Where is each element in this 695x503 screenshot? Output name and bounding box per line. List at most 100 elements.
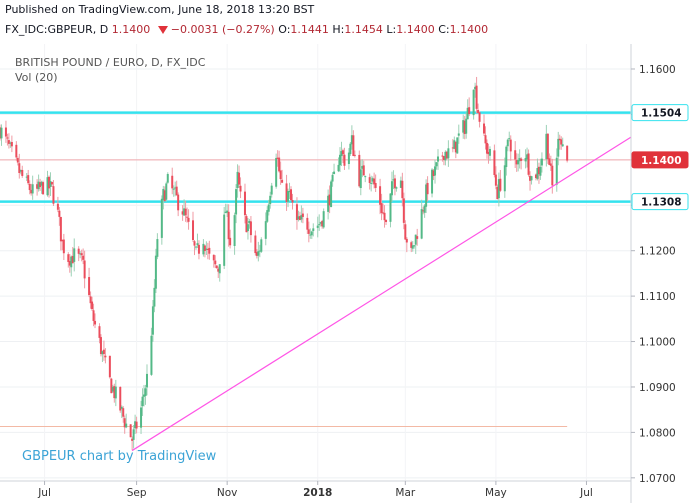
candle-body[interactable]: [68, 260, 71, 266]
candle-body[interactable]: [229, 237, 232, 246]
candle-body[interactable]: [487, 151, 490, 155]
candle-body[interactable]: [104, 355, 107, 358]
candle-body[interactable]: [457, 133, 460, 136]
candle-body[interactable]: [278, 157, 281, 172]
candle-body[interactable]: [399, 180, 402, 188]
candle-body[interactable]: [318, 224, 321, 226]
candle-body[interactable]: [524, 157, 527, 162]
candle-body[interactable]: [472, 89, 475, 116]
candle-body[interactable]: [18, 163, 21, 174]
candle-body[interactable]: [166, 174, 169, 183]
candle-body[interactable]: [288, 190, 291, 193]
candle-body[interactable]: [71, 255, 74, 264]
candle-body[interactable]: [401, 180, 404, 199]
candle-body[interactable]: [202, 243, 205, 255]
candle-body[interactable]: [352, 135, 355, 157]
candle-body[interactable]: [300, 215, 303, 220]
candle-body[interactable]: [488, 149, 491, 156]
candle-body[interactable]: [506, 139, 509, 147]
candle-body[interactable]: [539, 166, 542, 176]
candle-body[interactable]: [333, 171, 336, 175]
support-trendline[interactable]: [131, 136, 632, 452]
candle-body[interactable]: [321, 220, 324, 227]
candle-body[interactable]: [108, 355, 111, 378]
candle-body[interactable]: [545, 133, 548, 160]
candle-body[interactable]: [37, 181, 40, 190]
candle-body[interactable]: [15, 144, 18, 158]
candle-body[interactable]: [404, 224, 407, 240]
candle-body[interactable]: [113, 386, 116, 399]
candle-body[interactable]: [172, 188, 175, 190]
candle-body[interactable]: [40, 181, 43, 186]
candle-body[interactable]: [79, 253, 82, 255]
candle-body[interactable]: [73, 248, 76, 262]
candle-body[interactable]: [475, 85, 478, 109]
candle-body[interactable]: [49, 181, 52, 187]
candle-body[interactable]: [402, 198, 405, 223]
candle-body[interactable]: [529, 175, 532, 181]
candle-body[interactable]: [413, 245, 416, 247]
candle-body[interactable]: [410, 242, 413, 248]
candle-body[interactable]: [414, 234, 417, 245]
candle-body[interactable]: [62, 239, 65, 254]
candle-body[interactable]: [122, 408, 125, 417]
candle-body[interactable]: [267, 204, 270, 212]
candle-body[interactable]: [184, 208, 187, 216]
candle-body[interactable]: [306, 217, 309, 230]
candle-body[interactable]: [246, 224, 249, 232]
candle-body[interactable]: [125, 423, 128, 428]
candle-body[interactable]: [435, 162, 438, 167]
candle-body[interactable]: [114, 386, 117, 399]
candle-body[interactable]: [144, 388, 147, 397]
candle-body[interactable]: [194, 246, 197, 248]
candle-body[interactable]: [9, 142, 12, 144]
candle-body[interactable]: [309, 234, 312, 236]
candle-body[interactable]: [462, 120, 465, 133]
candle-body[interactable]: [165, 183, 168, 200]
candle-body[interactable]: [389, 193, 392, 222]
candle-body[interactable]: [466, 107, 469, 120]
candle-body[interactable]: [549, 163, 552, 166]
candle-body[interactable]: [223, 214, 226, 266]
candle-body[interactable]: [266, 210, 269, 222]
candle-body[interactable]: [6, 137, 9, 139]
candle-body[interactable]: [101, 351, 104, 355]
candle-body[interactable]: [468, 107, 471, 115]
candle-body[interactable]: [382, 212, 385, 214]
candle-body[interactable]: [58, 210, 61, 217]
candle-body[interactable]: [484, 135, 487, 144]
candle-body[interactable]: [36, 184, 39, 189]
trendline[interactable]: [131, 136, 632, 452]
candle-body[interactable]: [61, 239, 64, 242]
candle-body[interactable]: [426, 182, 429, 195]
candle-body[interactable]: [111, 386, 114, 392]
candle-body[interactable]: [349, 143, 352, 155]
candle-body[interactable]: [526, 154, 529, 160]
candle-body[interactable]: [19, 169, 22, 172]
candle-body[interactable]: [368, 177, 371, 183]
candle-body[interactable]: [39, 182, 42, 188]
candle-body[interactable]: [551, 165, 554, 186]
candle-body[interactable]: [82, 255, 85, 260]
candle-body[interactable]: [546, 133, 549, 160]
candle-body[interactable]: [47, 176, 50, 189]
candle-body[interactable]: [257, 251, 260, 256]
candle-body[interactable]: [362, 165, 365, 176]
candle-body[interactable]: [123, 418, 126, 428]
candle-body[interactable]: [89, 296, 92, 304]
candle-body[interactable]: [186, 216, 189, 218]
candle-body[interactable]: [390, 181, 393, 196]
candle-body[interactable]: [503, 165, 506, 192]
candle-body[interactable]: [561, 144, 564, 147]
candle-body[interactable]: [508, 138, 511, 140]
candle-body[interactable]: [383, 212, 386, 221]
candle-body[interactable]: [140, 407, 143, 428]
candle-body[interactable]: [150, 335, 153, 375]
candle-body[interactable]: [91, 301, 94, 310]
candle-body[interactable]: [135, 421, 138, 429]
candle-body[interactable]: [16, 158, 19, 163]
candle-body[interactable]: [175, 186, 178, 196]
candle-body[interactable]: [0, 127, 3, 139]
candle-body[interactable]: [555, 157, 558, 185]
candle-body[interactable]: [558, 138, 561, 141]
